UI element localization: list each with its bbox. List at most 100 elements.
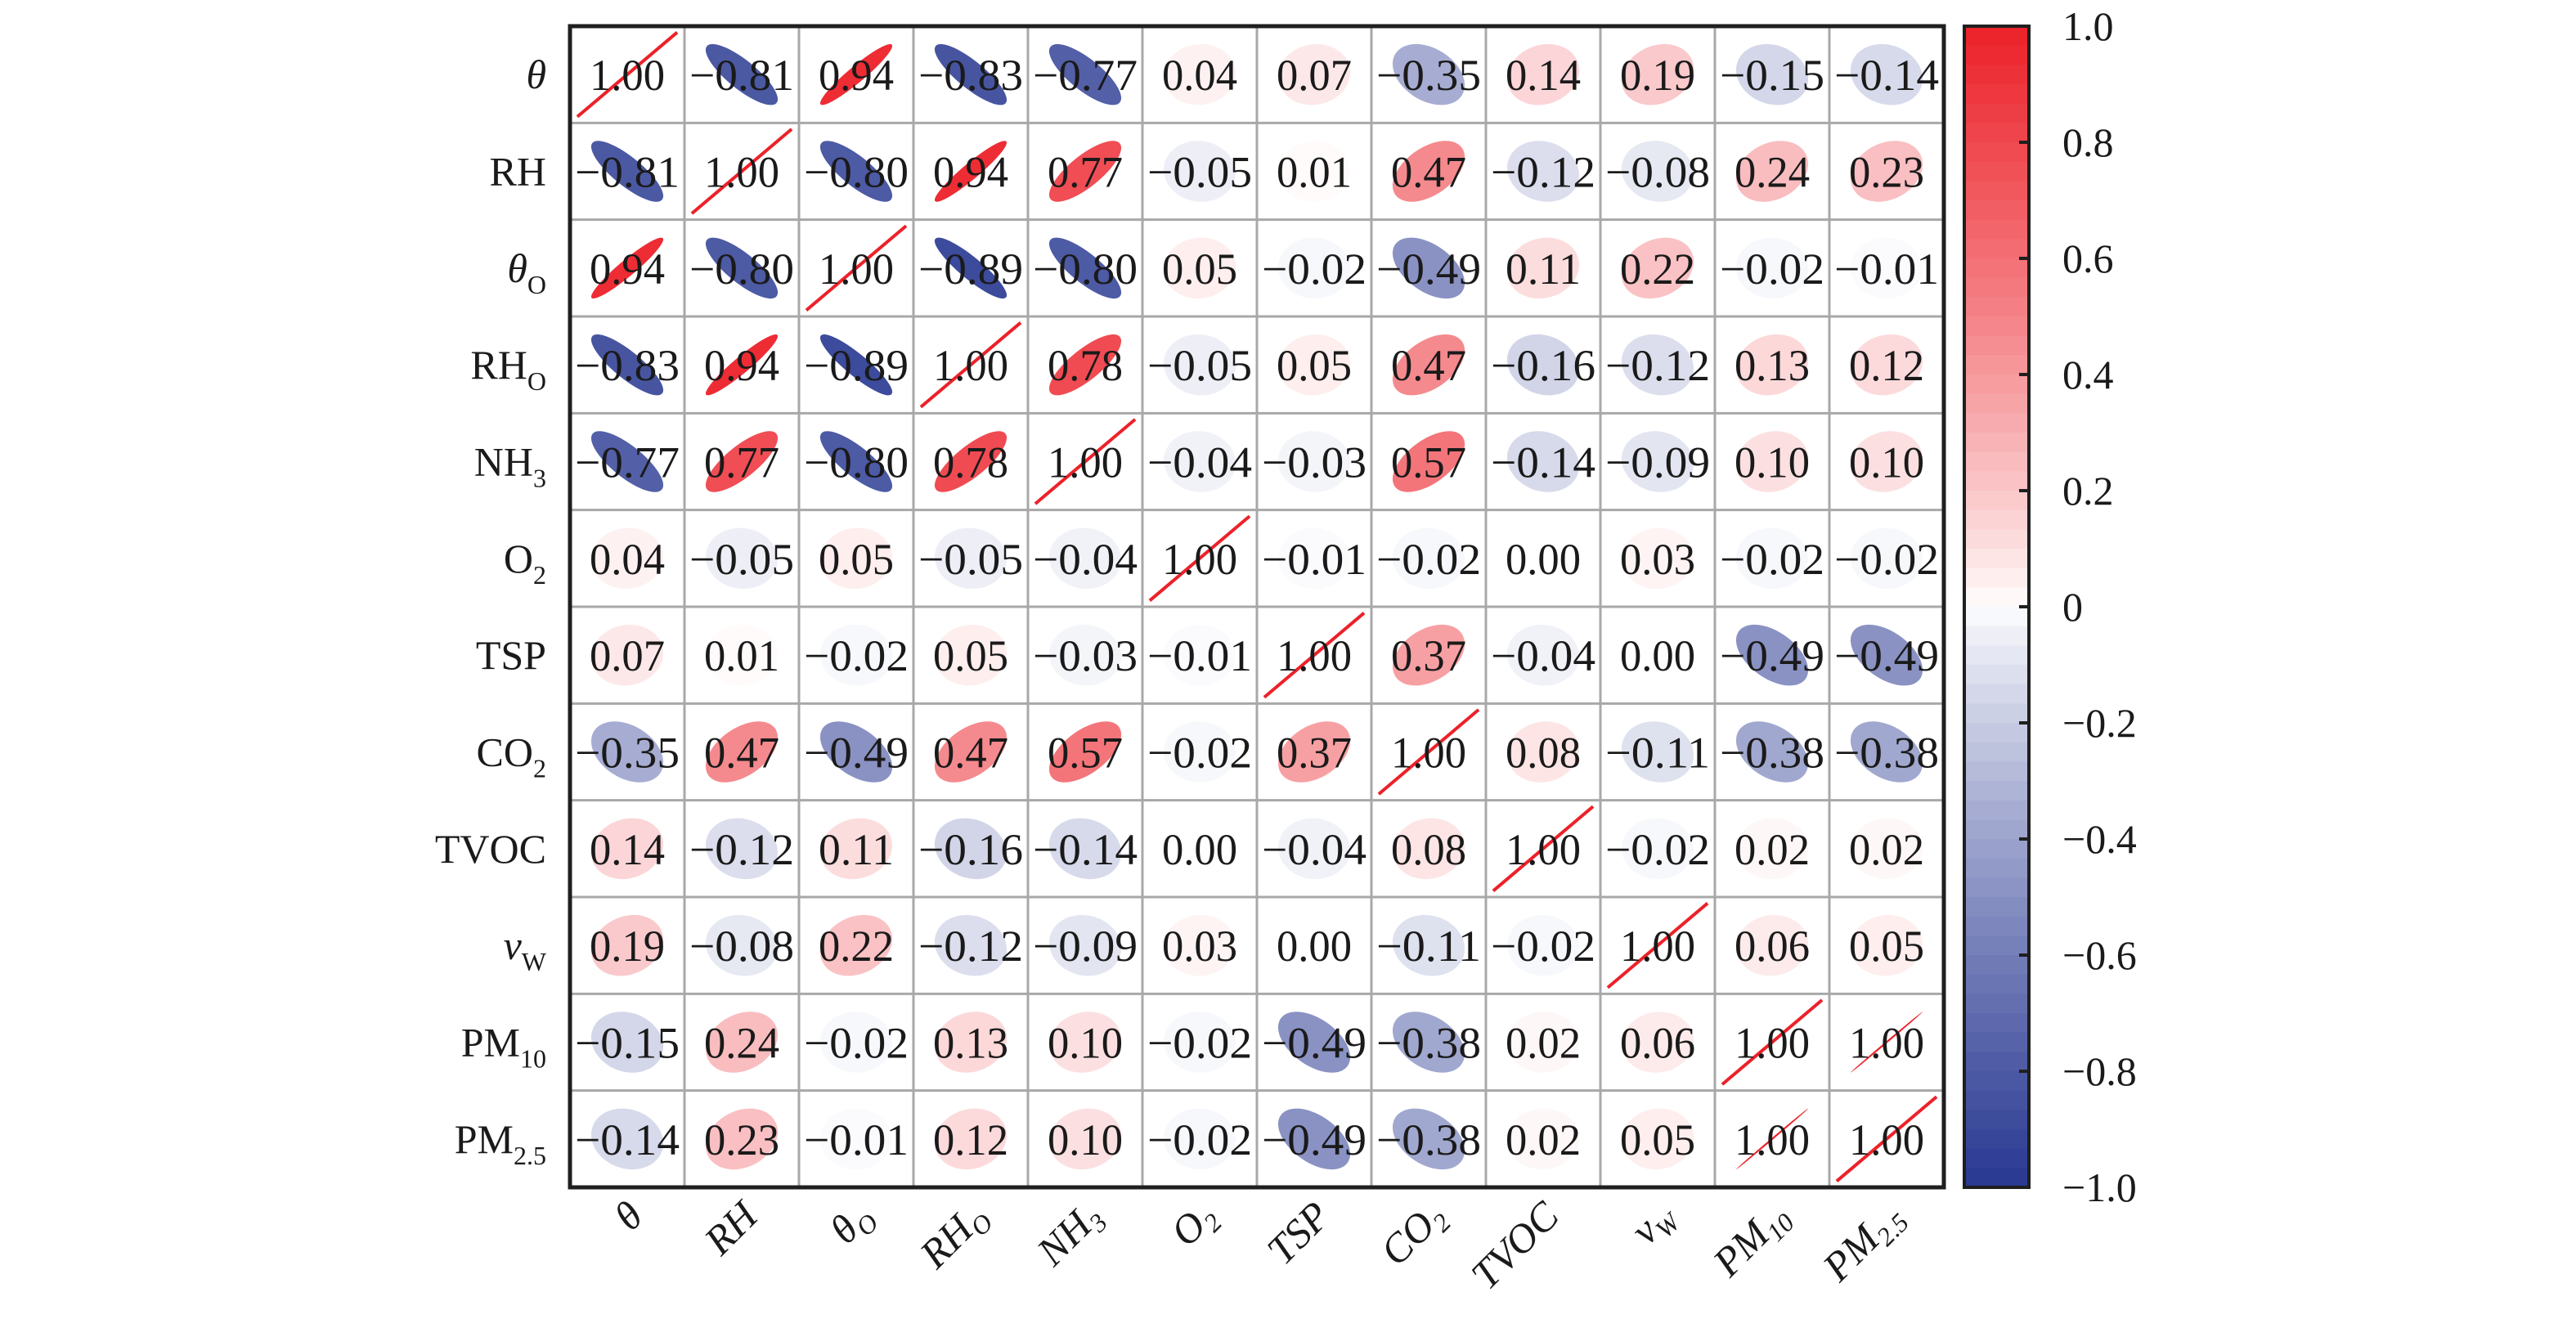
correlation-ellipse (705, 237, 779, 299)
cell-value-label: −0.80 (804, 438, 909, 487)
matrix-cell: −0.02 (1147, 1108, 1252, 1170)
colorbar-segment (1964, 877, 2029, 898)
cell-value-label: 0.05 (1277, 341, 1352, 390)
matrix-cell: −0.49 (1262, 1108, 1367, 1170)
cell-value-label: −0.02 (804, 631, 909, 680)
correlation-ellipse (934, 43, 1008, 105)
cell-value-label: −0.05 (918, 535, 1023, 584)
matrix-cell: 1.00 (805, 224, 908, 312)
cell-value-label: 0.57 (1048, 729, 1123, 778)
matrix-cell: 0.47 (704, 721, 779, 783)
cell-value-label: −0.12 (1491, 148, 1595, 197)
correlation-ellipse (934, 1012, 1008, 1073)
cell-value-label: 0.10 (1048, 1019, 1123, 1068)
matrix-cell: 0.02 (1506, 1012, 1581, 1073)
matrix-cell: 1.00 (1148, 514, 1251, 602)
colorbar-segment (1964, 897, 2029, 917)
colorbar-segment (1964, 684, 2029, 705)
matrix-cell: 0.94 (819, 43, 894, 105)
correlation-ellipse (590, 1012, 664, 1073)
matrix-cell: 0.05 (1162, 237, 1237, 299)
cell-value-label: −0.02 (1147, 1115, 1252, 1164)
correlation-ellipse (705, 43, 779, 105)
cell-value-label: −0.09 (1033, 922, 1138, 971)
correlation-ellipse (1048, 527, 1122, 590)
cell-value-label: −0.49 (804, 729, 909, 778)
cell-value-label: 0.00 (1620, 631, 1695, 680)
correlation-ellipse (1850, 1012, 1923, 1073)
colorbar-segment (1964, 258, 2029, 279)
matrix-cell: −0.81 (575, 141, 680, 202)
cell-value-label: −0.01 (1834, 245, 1939, 294)
matrix-cell: −0.01 (1147, 624, 1252, 686)
colorbar-segment (1964, 1148, 2029, 1169)
colorbar-segment (1964, 1129, 2029, 1150)
matrix-cell: −0.80 (804, 431, 909, 492)
colorbar-segment (1964, 761, 2029, 782)
diagonal-line-mark (1034, 418, 1137, 505)
correlation-ellipse (1163, 334, 1236, 396)
colorbar-segment (1964, 1071, 2029, 1092)
column-labels: θ RH θO RHO NH3 O2 TSP CO2 TVOC vW PM10 PM2.5 (605, 1191, 1914, 1298)
column-label: RH (694, 1191, 767, 1263)
cell-value-label: −0.03 (1262, 438, 1367, 487)
matrix-cell: 0.78 (933, 431, 1008, 492)
correlation-ellipse (1850, 527, 1923, 590)
correlation-ellipse (1392, 1012, 1465, 1073)
cell-value-label: −0.38 (1720, 729, 1824, 778)
matrix-cell: 0.94 (933, 141, 1008, 202)
colorbar: 1.0 0.8 0.6 0.4 0.2 0 −0.2 −0.4 −0.6 −0.8 −1.0 (1963, 3, 2137, 1210)
colorbar-tick-label: 0 (2062, 584, 2083, 630)
correlation-ellipse (1277, 527, 1351, 590)
colorbar-segment (1964, 587, 2029, 608)
matrix-cell: 0.02 (1735, 818, 1810, 880)
cell-value-label: −0.38 (1834, 729, 1939, 778)
row-label-base: PM (461, 1020, 520, 1066)
row-label: RH (490, 149, 546, 195)
matrix-cell: 0.04 (590, 527, 665, 590)
correlation-ellipse (1735, 334, 1809, 396)
cell-value-label: 0.78 (933, 438, 1008, 487)
correlation-ellipse (1506, 1012, 1580, 1073)
correlation-ellipse (1277, 914, 1351, 976)
correlation-ellipse (1506, 141, 1580, 202)
row-label-base: RH (490, 149, 546, 195)
cell-value-label: 0.06 (1620, 1019, 1695, 1068)
correlation-ellipse (1163, 1012, 1236, 1073)
correlation-ellipse (590, 237, 664, 299)
matrix-cell: 0.10 (1849, 431, 1924, 492)
matrix-cell: 1.00 (1492, 805, 1595, 892)
matrix-cell: −0.38 (1376, 1012, 1481, 1073)
matrix-cell: −0.83 (575, 334, 680, 396)
diagonal-line-mark (919, 321, 1022, 409)
cell-value-label: −0.05 (1147, 148, 1252, 197)
correlation-ellipse (705, 1012, 779, 1073)
correlation-ellipse (819, 818, 893, 880)
correlation-ellipse (934, 431, 1008, 492)
correlation-ellipse (1392, 334, 1465, 396)
matrix-cell: 0.14 (590, 818, 665, 880)
correlation-ellipse (590, 527, 664, 590)
correlation-ellipse (1506, 527, 1580, 590)
row-label-base: PM (455, 1116, 514, 1162)
cell-value-label: 0.10 (1048, 1115, 1123, 1164)
correlation-ellipse (819, 431, 893, 492)
correlation-ellipse (1277, 334, 1351, 396)
cell-value-label: −0.81 (575, 148, 680, 197)
matrix-cell: −0.80 (689, 237, 794, 299)
cell-value-label: −0.16 (918, 825, 1023, 874)
correlation-ellipse (1506, 43, 1580, 105)
colorbar-segment (1964, 335, 2029, 357)
matrix-cell: −0.80 (1033, 237, 1138, 299)
correlation-ellipse (1621, 1108, 1694, 1170)
cell-value-label: 1.00 (1620, 922, 1695, 971)
cell-value-label: −0.02 (1605, 825, 1710, 874)
cell-value-label: 0.12 (1849, 341, 1924, 390)
matrix-cell: 0.14 (1506, 43, 1581, 105)
matrix-cell: 0.57 (1048, 721, 1123, 783)
cell-value-label: 1.00 (1162, 535, 1237, 584)
matrix-cell: 0.02 (1849, 818, 1924, 880)
matrix-cell: 0.19 (590, 914, 665, 976)
cell-value-label: 1.00 (590, 51, 665, 100)
matrix-cell: 0.78 (1048, 334, 1123, 396)
